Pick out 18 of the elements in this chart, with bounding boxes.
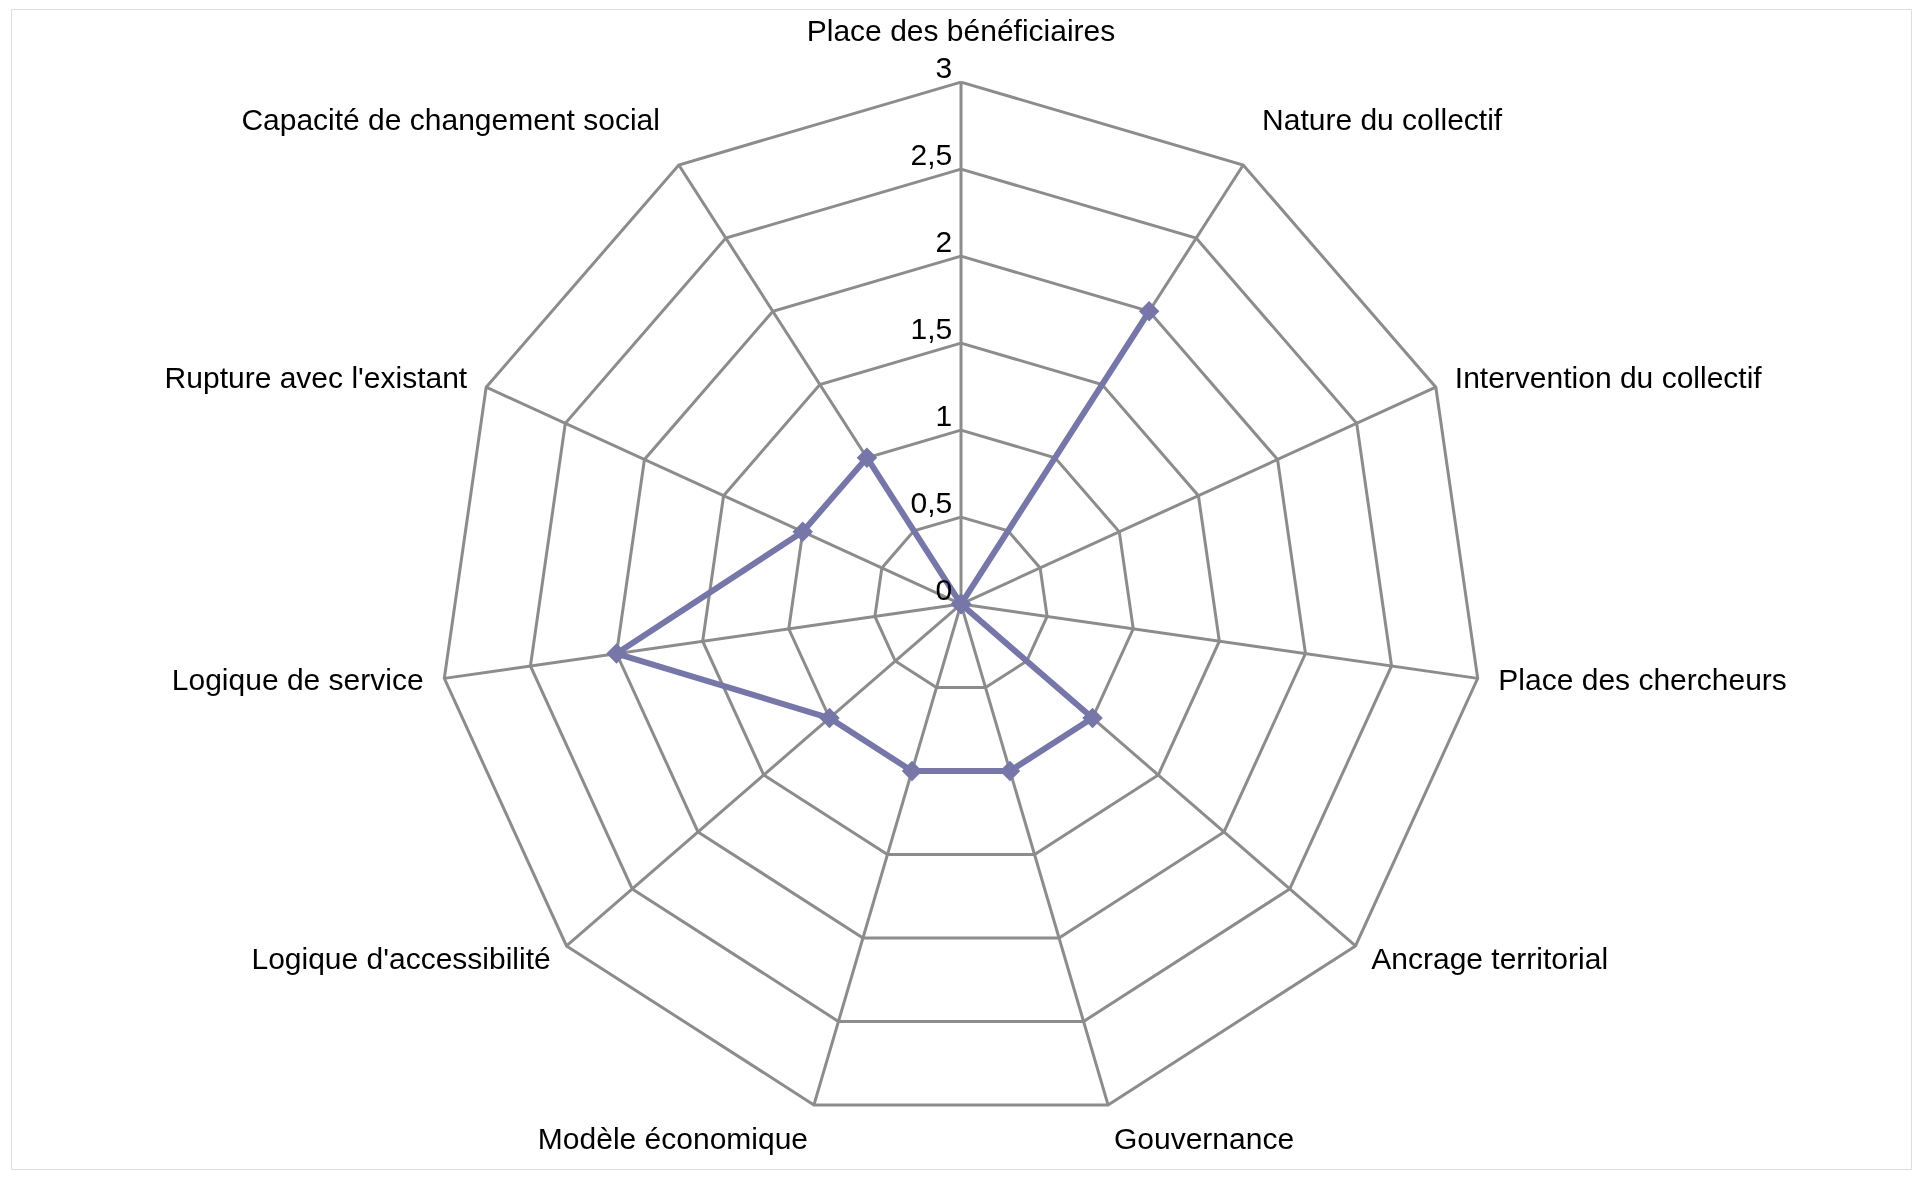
- y-tick-label: 2,5: [910, 138, 953, 172]
- y-tick-label: 3: [935, 51, 953, 85]
- spoke-label: Gouvernance: [1113, 1121, 1295, 1155]
- y-tick-label: 2: [935, 225, 953, 259]
- y-tick-label: 0,5: [910, 486, 953, 520]
- y-tick-label: 1: [935, 399, 953, 433]
- y-tick-label: 1,5: [910, 312, 953, 346]
- spoke-label: Logique de service: [171, 663, 424, 697]
- spoke-label: Logique d'accessibilité: [251, 941, 551, 975]
- y-tick-label: 0: [935, 573, 953, 607]
- spoke-label: Capacité de changement social: [241, 102, 660, 136]
- spoke-label: Intervention du collectif: [1454, 360, 1763, 394]
- spoke-label: Ancrage territorial: [1371, 941, 1609, 975]
- spoke-label: Modèle économique: [537, 1121, 809, 1155]
- spoke-label: Nature du collectif: [1262, 102, 1503, 136]
- spoke-label: Place des bénéficiaires: [806, 14, 1116, 48]
- spoke-label: Place des chercheurs: [1498, 663, 1787, 697]
- spoke-label: Rupture avec l'existant: [164, 360, 468, 394]
